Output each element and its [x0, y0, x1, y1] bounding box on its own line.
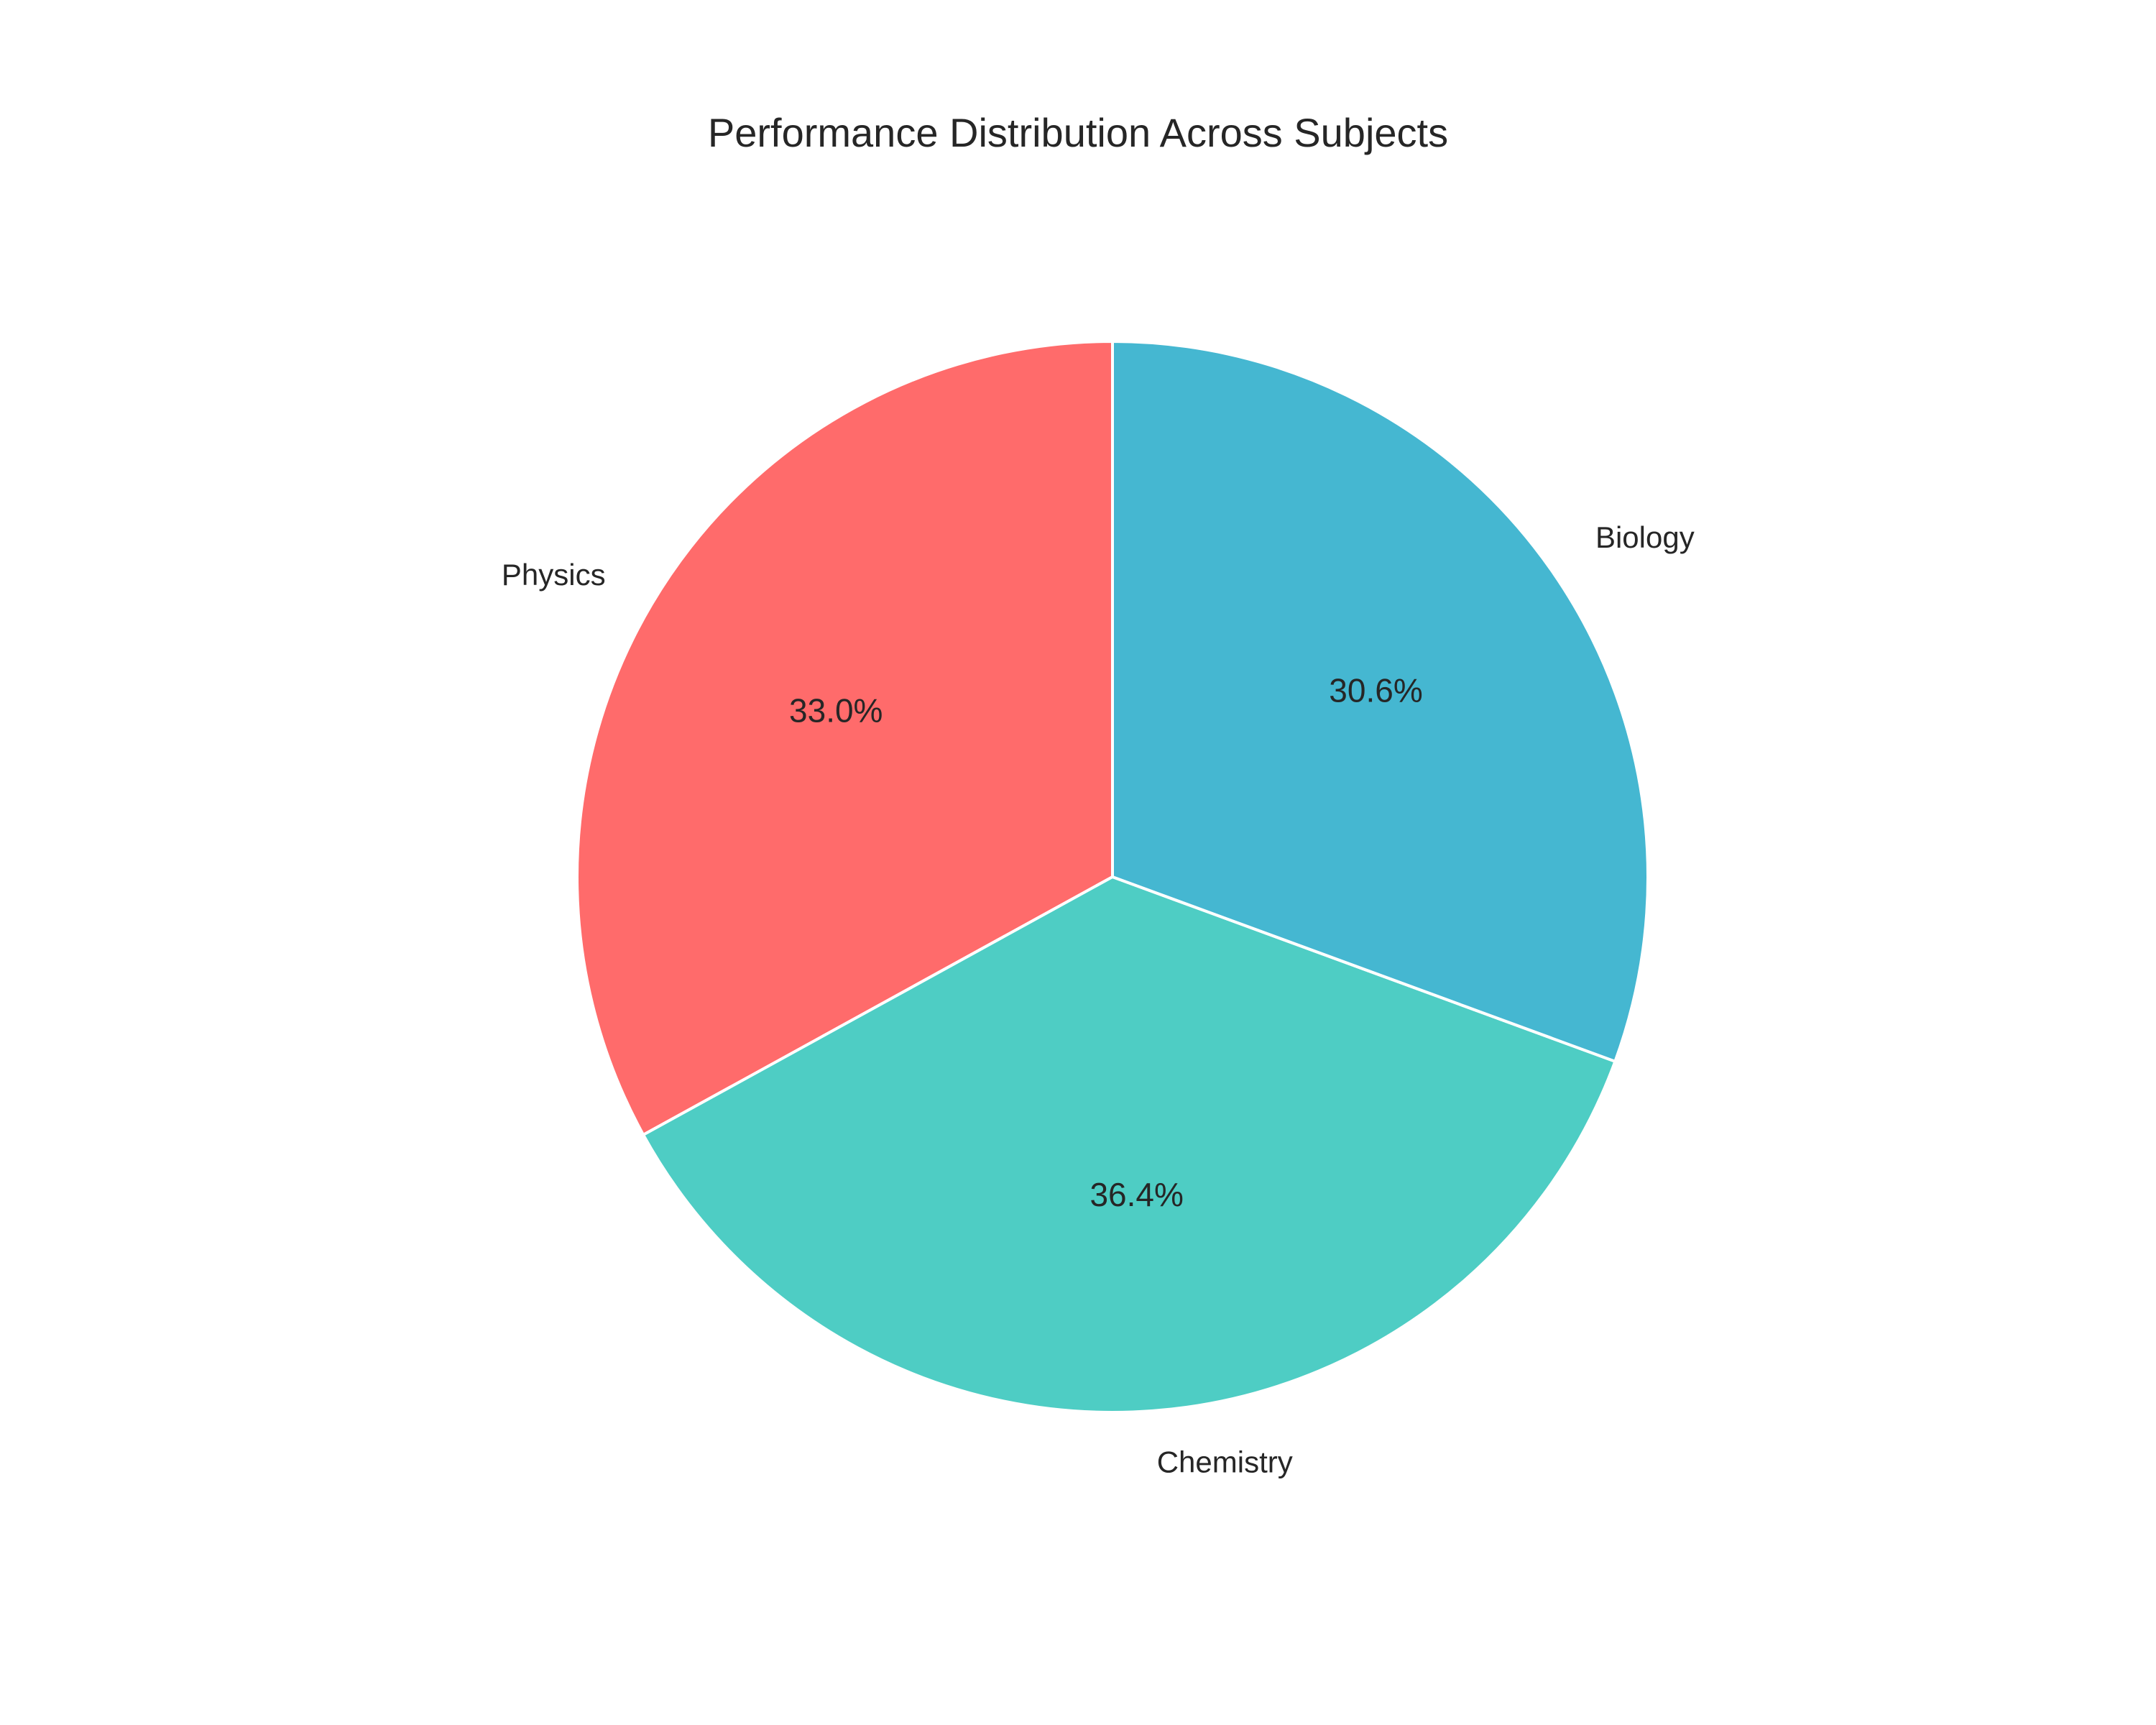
- pie-slice-chemistry: [642, 875, 1617, 1414]
- chart-title: Performance Distribution Across Subjects: [707, 110, 1449, 155]
- pie-labels: Physics 33.0% Chemistry 36.4% Biology 30.6%: [502, 520, 1695, 1478]
- slice-value-biology: 30.6%: [1329, 671, 1422, 709]
- pie-slices: [576, 340, 1649, 1414]
- slice-value-physics: 33.0%: [789, 692, 883, 730]
- slice-label-physics: Physics: [502, 558, 606, 592]
- pie-slice-physics: [576, 340, 1114, 1136]
- slice-label-biology: Biology: [1595, 520, 1695, 554]
- slice-value-chemistry: 36.4%: [1089, 1176, 1183, 1213]
- slice-label-chemistry: Chemistry: [1157, 1445, 1293, 1478]
- pie-slice-biology: [1111, 340, 1649, 1063]
